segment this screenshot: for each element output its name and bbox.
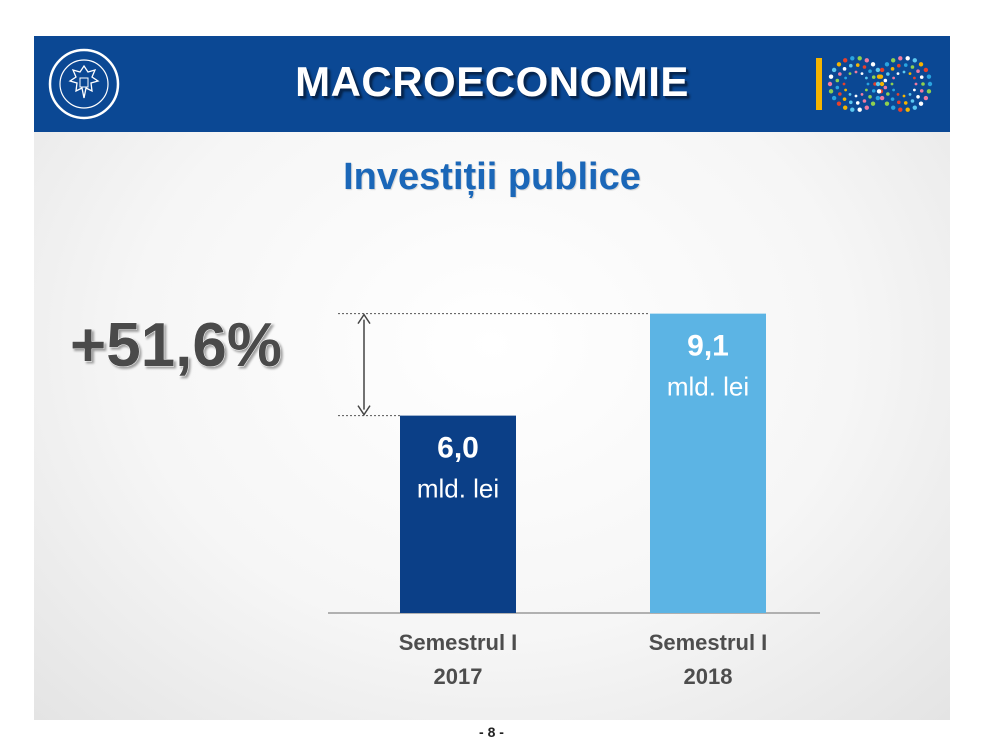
header-bar: MACROECONOMIE	[34, 36, 950, 132]
category-label-line1-2: Semestrul I	[649, 630, 768, 655]
bar-unit-label-2: mld. lei	[667, 372, 749, 402]
bar-1	[400, 415, 516, 613]
growth-arrow-head-down	[357, 405, 371, 416]
category-label-line2-2: 2018	[684, 664, 733, 689]
centenary-logo-icon	[816, 56, 933, 112]
category-label-line2-1: 2017	[434, 664, 483, 689]
growth-percentage-label: +51,6%	[70, 311, 282, 380]
category-label-line1-1: Semestrul I	[399, 630, 518, 655]
government-seal-icon	[48, 48, 120, 120]
bar-value-label-1: 6,0	[437, 432, 479, 465]
growth-arrow-head-up	[357, 313, 371, 325]
bar-2	[650, 313, 766, 613]
bar-value-label-2: 9,1	[687, 330, 729, 363]
header-title: MACROECONOMIE	[295, 58, 689, 105]
page-number: - 8 -	[479, 724, 504, 740]
chart-subtitle: Investiții publice	[343, 156, 641, 198]
bar-unit-label-1: mld. lei	[417, 474, 499, 504]
